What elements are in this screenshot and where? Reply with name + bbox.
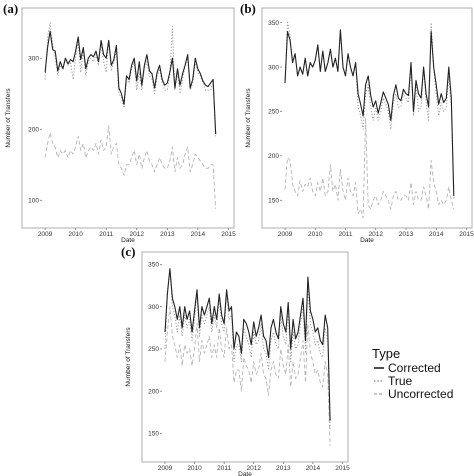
y-tick-label: 100 (28, 197, 39, 204)
x-tick-label: 2014 (306, 465, 321, 472)
series-line-corrected (164, 268, 331, 421)
panel-label: (b) (240, 1, 256, 16)
panel-border (261, 7, 473, 229)
chart-panel-1: (a) 100 200 300 2009 2010 2011 2012 2013 2014 2015… (3, 1, 236, 244)
x-tick-label: 2013 (399, 231, 414, 238)
y-tick-label: 350 (268, 20, 279, 27)
panel-label: (a) (3, 1, 18, 16)
y-tick-label: 250 (268, 109, 279, 116)
x-axis-title: Date (238, 471, 252, 476)
x-axis-title: Date (121, 237, 135, 244)
x-tick-label: 2010 (308, 231, 323, 238)
x-tick-label: 2010 (68, 231, 83, 238)
series-line-true (284, 20, 455, 201)
x-tick-label: 2015 (221, 231, 236, 238)
legend-label-corrected: Corrected (388, 361, 441, 375)
x-tick-label: 2011 (99, 231, 113, 238)
x-tick-label: 2009 (158, 465, 173, 472)
y-tick-label: 300 (148, 304, 159, 311)
series-line-uncorrected (164, 306, 331, 447)
panel-label: (c) (121, 244, 135, 259)
y-axis-title: Number of Transfers (245, 88, 252, 148)
y-tick-label: 150 (148, 431, 159, 438)
x-axis-title: Date (360, 237, 374, 244)
x-tick-label: 2012 (130, 231, 145, 238)
y-axis-title: Number of Transfers (125, 327, 132, 387)
x-tick-label: 2014 (191, 231, 206, 238)
legend-label-true: True (388, 374, 413, 388)
x-tick-label: 2011 (217, 465, 231, 472)
y-tick-label: 200 (148, 388, 159, 395)
series-line-corrected (44, 30, 217, 135)
series-line-corrected (284, 29, 455, 196)
y-tick-label: 350 (148, 262, 159, 269)
x-tick-label: 2012 (369, 231, 384, 238)
x-tick-label: 2009 (38, 231, 53, 238)
legend-title: Type (372, 346, 400, 361)
y-tick-label: 200 (268, 153, 279, 160)
y-tick-label: 200 (28, 126, 39, 133)
panel-border (21, 7, 235, 229)
series-line-true (44, 22, 217, 137)
x-tick-label: 2012 (247, 465, 262, 472)
y-tick-label: 250 (148, 346, 159, 353)
legend-label-uncorrected: Uncorrected (388, 387, 453, 401)
series-line-true (164, 268, 331, 430)
y-tick-label: 300 (28, 55, 39, 62)
x-tick-label: 2013 (160, 231, 175, 238)
chart-panel-2: (b) 150 200 250 300 350 2009 2010 2011 2012 2013 20… (240, 1, 474, 244)
x-tick-label: 2014 (429, 231, 444, 238)
panel-border (141, 251, 349, 463)
chart-panel-3: (c) 150 200 250 300 350 2009 2010 2011 2012 2013 20… (121, 244, 350, 476)
x-tick-label: 2009 (278, 231, 293, 238)
x-tick-label: 2010 (187, 465, 202, 472)
x-tick-label: 2015 (459, 231, 474, 238)
series-line-uncorrected (44, 125, 217, 209)
y-tick-label: 150 (268, 197, 279, 204)
series-line-uncorrected (284, 118, 455, 219)
x-tick-label: 2013 (276, 465, 291, 472)
x-tick-label: 2011 (339, 231, 353, 238)
y-tick-label: 300 (268, 64, 279, 71)
x-tick-label: 2015 (335, 465, 350, 472)
y-axis-title: Number of Transfers (5, 88, 12, 148)
